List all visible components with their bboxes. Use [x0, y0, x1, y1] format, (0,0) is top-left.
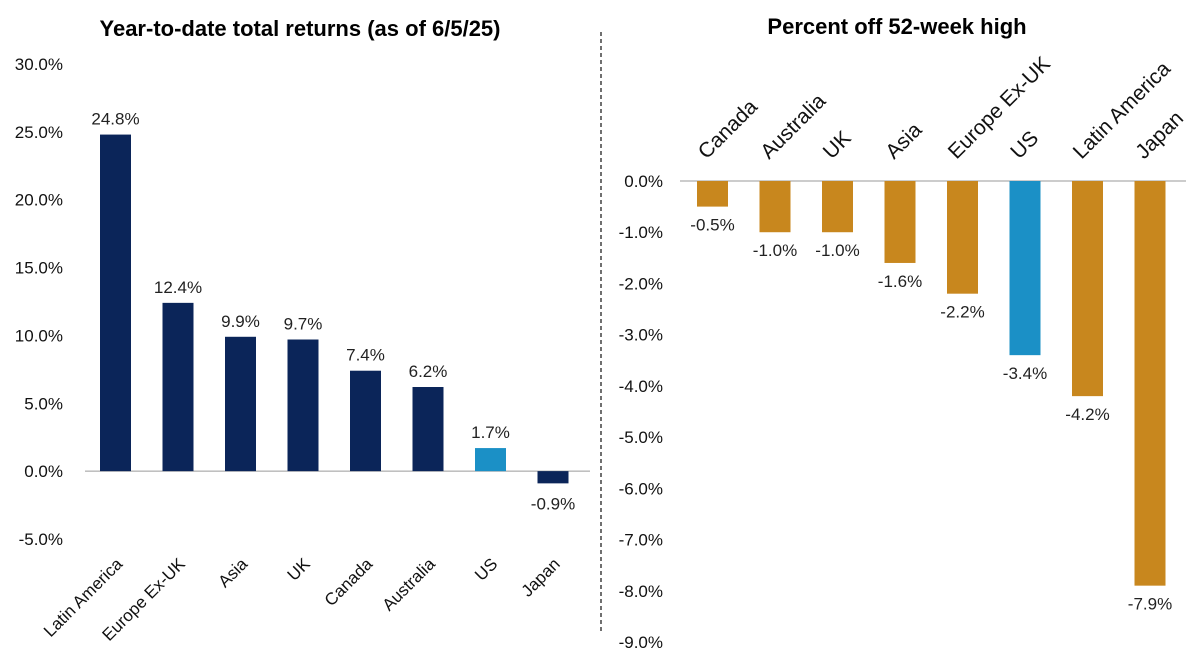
off-high-ytick-label: -7.0%	[619, 531, 663, 550]
off-high-chart: Percent off 52-week high 0.0% -1.0% -2.0% -…	[619, 14, 1188, 652]
off-high-ytick-label: -6.0%	[619, 479, 663, 498]
off-high-category-label-asia: Asia	[881, 118, 926, 163]
ytd-data-label-canada: 7.4%	[346, 346, 385, 365]
off-high-ytick-label: -2.0%	[619, 274, 663, 293]
off-high-ytick-label: -1.0%	[619, 223, 663, 242]
off-high-bar-europe-ex-uk	[947, 181, 978, 294]
ytd-ytick-label: 10.0%	[15, 326, 63, 345]
ytd-ytick-label: -5.0%	[19, 530, 63, 549]
ytd-bar-asia	[225, 336, 256, 472]
ytd-bar-europe-ex-uk	[162, 302, 194, 472]
ytd-y-axis: 30.0% 25.0% 20.0% 15.0% 10.0% 5.0% 0.0% -5.0%	[15, 55, 63, 549]
ytd-category-label-uk: UK	[284, 554, 315, 585]
off-high-bars	[697, 181, 1166, 586]
ytd-data-label-us: 1.7%	[471, 423, 510, 442]
ytd-data-label-asia: 9.9%	[221, 312, 260, 331]
ytd-data-label-uk: 9.7%	[284, 315, 323, 334]
off-high-category-label-japan: Japan	[1131, 107, 1188, 164]
ytd-data-label-latin-america: 24.8%	[91, 110, 139, 129]
ytd-data-labels: 24.8% 12.4% 9.9% 9.7% 7.4% 6.2% 1.7% -0.9%	[91, 110, 575, 514]
off-high-y-axis: 0.0% -1.0% -2.0% -3.0% -4.0% -5.0% -6.0% -7.0% -…	[619, 172, 663, 652]
off-high-category-label-uk: UK	[819, 127, 856, 164]
off-high-data-labels: -0.5% -1.0% -1.0% -1.6% -2.2% -3.4% -4.2% -7.9%	[690, 216, 1172, 614]
ytd-bar-japan	[537, 471, 569, 484]
ytd-bar-us	[475, 448, 506, 472]
off-high-data-label-australia: -1.0%	[753, 241, 797, 260]
ytd-ytick-label: 0.0%	[24, 462, 63, 481]
ytd-ytick-label: 20.0%	[15, 191, 63, 210]
off-high-ytick-label: -5.0%	[619, 428, 663, 447]
off-high-bar-canada	[697, 181, 728, 207]
off-high-data-label-latin-america: -4.2%	[1065, 405, 1109, 424]
off-high-ytick-label: -3.0%	[619, 326, 663, 345]
off-high-data-label-canada: -0.5%	[690, 216, 734, 235]
off-high-category-label-canada: Canada	[694, 95, 763, 164]
off-high-data-label-uk: -1.0%	[815, 241, 859, 260]
ytd-data-label-europe-ex-uk: 12.4%	[154, 278, 202, 297]
off-high-data-label-europe-ex-uk: -2.2%	[940, 303, 984, 322]
ytd-returns-title: Year-to-date total returns (as of 6/5/25…	[100, 16, 501, 41]
off-high-bar-uk	[822, 181, 853, 233]
off-high-category-label-australia: Australia	[756, 89, 830, 163]
ytd-category-label-japan: Japan	[518, 554, 564, 600]
off-high-ytick-label: -8.0%	[619, 582, 663, 601]
ytd-data-label-japan: -0.9%	[531, 494, 575, 513]
ytd-ytick-label: 15.0%	[15, 259, 63, 278]
off-high-bar-asia	[884, 181, 916, 263]
ytd-category-label-asia: Asia	[215, 554, 252, 591]
ytd-returns-chart: Year-to-date total returns (as of 6/5/25…	[15, 16, 590, 645]
ytd-bar-uk	[287, 339, 319, 472]
off-high-ytick-label: -9.0%	[619, 633, 663, 652]
ytd-ytick-label: 25.0%	[15, 123, 63, 142]
off-high-bar-japan	[1134, 181, 1166, 586]
off-high-title: Percent off 52-week high	[767, 14, 1026, 39]
off-high-data-label-japan: -7.9%	[1128, 595, 1172, 614]
off-high-data-label-us: -3.4%	[1003, 364, 1047, 383]
ytd-category-label-canada: Canada	[321, 554, 377, 610]
off-high-ytick-label: 0.0%	[624, 172, 663, 191]
ytd-data-label-australia: 6.2%	[409, 362, 448, 381]
ytd-category-label-australia: Australia	[379, 554, 440, 615]
off-high-bar-australia	[759, 181, 791, 233]
off-high-data-label-asia: -1.6%	[878, 272, 922, 291]
off-high-bar-us	[1009, 181, 1041, 356]
ytd-ytick-label: 30.0%	[15, 55, 63, 74]
ytd-ytick-label: 5.0%	[24, 394, 63, 413]
off-high-bar-latin-america	[1072, 181, 1103, 397]
off-high-category-label-us: US	[1006, 127, 1043, 164]
ytd-bar-canada	[350, 370, 381, 472]
ytd-bar-australia	[412, 387, 444, 472]
ytd-category-label-us: US	[471, 554, 501, 584]
ytd-bar-latin-america	[100, 134, 131, 472]
off-high-ytick-label: -4.0%	[619, 377, 663, 396]
ytd-bars	[100, 134, 569, 484]
